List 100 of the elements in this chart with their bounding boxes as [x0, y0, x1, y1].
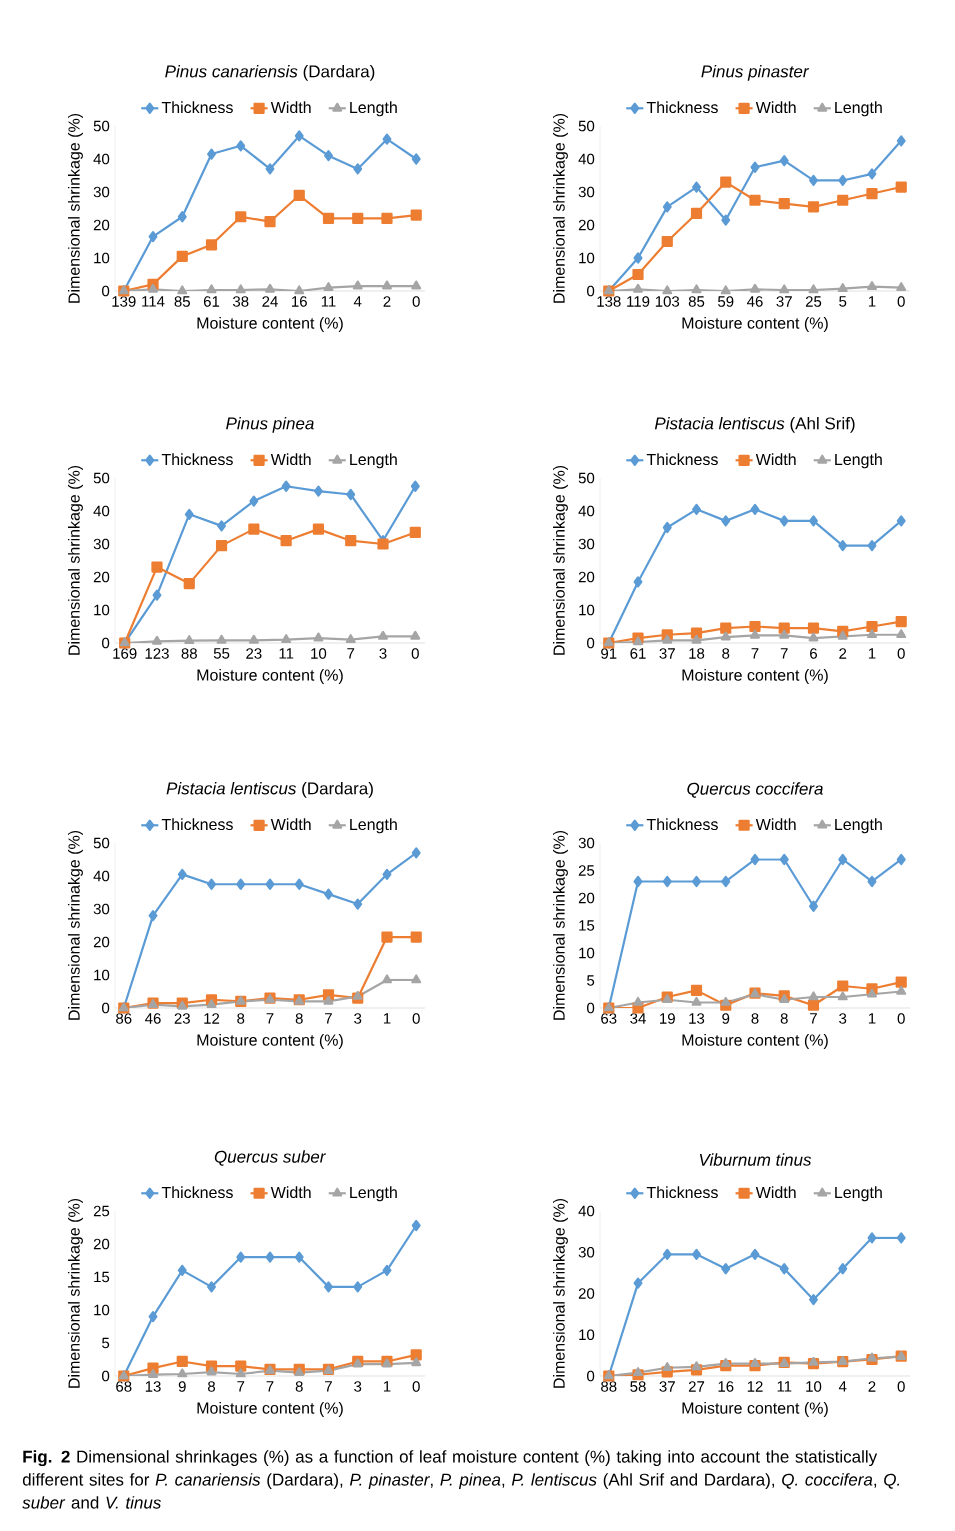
y-tick-label: 40 — [93, 153, 110, 165]
y-axis-title: Dimensional shrinkage (%) — [553, 465, 568, 655]
y-tick-label: 30 — [578, 186, 595, 198]
x-tick-label: 9 — [722, 1013, 730, 1024]
x-tick-label: 123 — [145, 648, 169, 659]
legend-label: Thickness — [646, 1186, 718, 1199]
y-axis-title: Dimensional shrinkage (%) — [68, 1198, 83, 1388]
y-axis-title: Dimensional shrinkage (%) — [553, 830, 568, 1020]
x-tick-label: 13 — [689, 1013, 705, 1024]
legend-label: Thickness — [646, 101, 718, 114]
x-tick-label: 46 — [747, 296, 763, 307]
legend-label: Width — [270, 453, 311, 466]
x-tick-label: 10 — [806, 1381, 822, 1392]
y-tick-label: 10 — [579, 947, 595, 959]
x-tick-label: 23 — [174, 1013, 190, 1024]
x-axis-title: Moisture content (%) — [682, 669, 828, 684]
x-tick-label: 88 — [181, 648, 197, 659]
y-axis-title: Dimensional shrinkage (%) — [553, 113, 568, 303]
x-tick-label: 58 — [630, 1381, 646, 1392]
y-tick-label: 5 — [102, 1337, 110, 1349]
x-tick-label: 11 — [777, 1381, 792, 1392]
x-tick-label: 7 — [780, 648, 788, 659]
legend-label: Width — [270, 818, 311, 831]
x-tick-label: 3 — [379, 648, 387, 659]
x-tick-label: 7 — [751, 648, 759, 659]
y-tick-label: 30 — [93, 186, 110, 198]
x-tick-label: 37 — [659, 1381, 675, 1392]
x-tick-label: 11 — [321, 296, 336, 307]
x-tick-label: 169 — [113, 648, 137, 659]
x-tick-label: 8 — [295, 1381, 303, 1392]
x-tick-label: 8 — [780, 1013, 788, 1024]
y-tick-label: 50 — [93, 120, 110, 132]
y-axis-title: Dimensional shrinkage (%) — [68, 465, 83, 655]
y-axis-title: Dimensional shrinakge (%) — [68, 830, 83, 1020]
x-tick-label: 13 — [145, 1381, 161, 1392]
x-tick-label: 12 — [204, 1013, 220, 1024]
x-tick-label: 9 — [178, 1381, 186, 1392]
x-tick-label: 61 — [630, 648, 646, 659]
x-tick-label: 19 — [660, 1013, 675, 1024]
x-tick-label: 18 — [689, 648, 705, 659]
x-tick-label: 27 — [688, 1381, 705, 1392]
y-tick-label: 50 — [93, 472, 110, 484]
x-tick-label: 85 — [174, 296, 190, 307]
y-tick-label: 0 — [587, 1370, 595, 1382]
x-tick-label: 1 — [383, 1013, 391, 1024]
y-tick-label: 25 — [578, 865, 595, 876]
x-tick-label: 0 — [412, 296, 420, 307]
y-tick-label: 30 — [93, 903, 110, 915]
y-tick-label: 30 — [93, 538, 110, 550]
legend-label: Width — [755, 818, 796, 831]
y-tick-label: 20 — [578, 1288, 595, 1299]
x-tick-label: 4 — [353, 296, 362, 307]
x-tick-label: 37 — [659, 648, 675, 659]
legend-label: Length — [350, 101, 397, 117]
y-tick-label: 10 — [94, 252, 110, 264]
y-tick-label: 20 — [93, 1238, 110, 1250]
x-tick-label: 38 — [232, 296, 249, 307]
y-tick-label: 40 — [578, 505, 595, 517]
y-tick-label: 0 — [102, 1002, 110, 1014]
x-tick-label: 10 — [311, 648, 327, 659]
y-tick-label: 30 — [578, 1246, 595, 1258]
x-tick-label: 0 — [412, 1013, 420, 1024]
legend-label: Length — [835, 453, 882, 469]
x-tick-label: 2 — [868, 1381, 876, 1392]
y-tick-label: 10 — [94, 1304, 110, 1316]
x-tick-label: 59 — [718, 296, 734, 307]
y-tick-label: 40 — [578, 1205, 595, 1217]
x-tick-label: 7 — [237, 1381, 245, 1392]
legend-label: Length — [835, 1186, 882, 1202]
y-tick-label: 0 — [102, 637, 110, 649]
x-tick-label: 0 — [897, 296, 905, 307]
y-tick-label: 10 — [579, 1329, 595, 1341]
x-tick-label: 139 — [112, 296, 136, 307]
x-tick-label: 7 — [266, 1013, 274, 1024]
x-tick-label: 63 — [601, 1013, 617, 1024]
y-tick-label: 20 — [93, 219, 110, 231]
x-tick-label: 8 — [722, 648, 730, 659]
x-tick-label: 8 — [208, 1381, 216, 1392]
y-axis-title: Dimensional shrinkage (%) — [68, 113, 83, 303]
x-tick-label: 0 — [411, 648, 419, 659]
x-tick-label: 138 — [597, 296, 621, 307]
x-tick-label: 1 — [868, 296, 876, 307]
y-tick-label: 0 — [587, 1002, 595, 1014]
legend-label: Width — [755, 101, 796, 114]
legend-label: Thickness — [646, 818, 718, 831]
y-tick-label: 50 — [578, 472, 595, 484]
x-axis-title: Moisture content (%) — [197, 317, 343, 332]
legend-label: Thickness — [646, 453, 718, 466]
x-tick-label: 55 — [213, 648, 230, 659]
y-tick-label: 0 — [587, 285, 595, 297]
x-tick-label: 24 — [262, 296, 278, 307]
y-tick-label: 10 — [579, 252, 595, 264]
chart-title: Pistacia lentiscus (Dardara) — [166, 781, 373, 798]
legend-label: Thickness — [161, 101, 233, 114]
x-tick-label: 88 — [601, 1381, 617, 1392]
x-tick-label: 8 — [751, 1013, 759, 1024]
x-tick-label: 0 — [897, 648, 905, 659]
chart-title: Quercus suber — [214, 1150, 327, 1166]
x-tick-label: 7 — [810, 1013, 817, 1024]
y-tick-label: 40 — [578, 153, 595, 165]
